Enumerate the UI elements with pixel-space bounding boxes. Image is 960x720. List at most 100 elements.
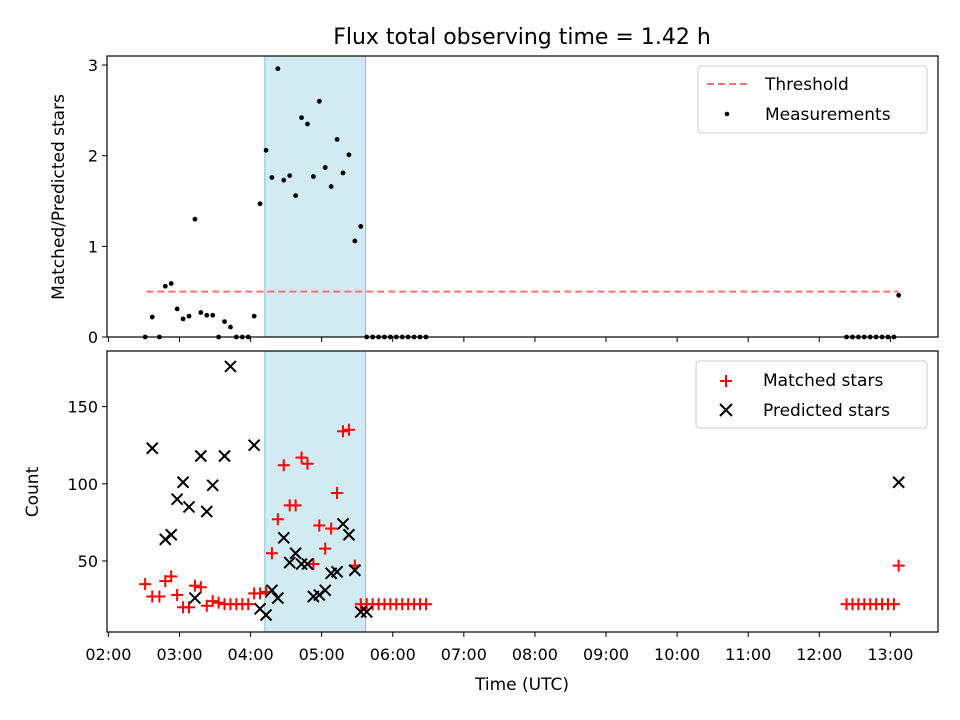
top-y-tick-label: 2 bbox=[88, 147, 98, 166]
x-tick-label: 06:00 bbox=[370, 645, 416, 664]
matched-star-marker bbox=[165, 570, 178, 583]
measurement-point bbox=[310, 174, 316, 179]
matched-star-marker bbox=[212, 596, 225, 609]
bottom-x-ticks: 02:00 03:00 04:00 05:00 06:00 07:00 08:00 09:00… bbox=[85, 632, 913, 664]
matched-star-marker bbox=[337, 425, 350, 438]
matched-star-marker bbox=[277, 459, 290, 472]
chart-title: Flux total observing time = 1.42 h bbox=[333, 25, 711, 50]
predicted-star-marker-b bbox=[170, 493, 184, 506]
x-tick-label: 07:00 bbox=[441, 645, 487, 664]
predicted-star-marker bbox=[200, 505, 213, 518]
top-legend-box bbox=[697, 65, 928, 134]
predicted-star-marker-b bbox=[342, 528, 356, 541]
predicted-star-marker-b bbox=[176, 476, 190, 489]
measurement-point bbox=[305, 121, 310, 127]
bottom-y-tick-label: 150 bbox=[67, 398, 98, 417]
top-y-tick-label: 1 bbox=[88, 237, 98, 256]
matched-star-marker bbox=[206, 595, 219, 608]
predicted-star-marker-b bbox=[336, 517, 350, 531]
predicted-star-marker-b bbox=[259, 608, 273, 622]
matched-star-marker bbox=[171, 588, 184, 601]
predicted-star-marker-b bbox=[301, 557, 314, 571]
predicted-star-marker-b bbox=[200, 505, 213, 518]
predicted-star-marker-b bbox=[277, 531, 290, 545]
matched-star-marker bbox=[331, 487, 344, 500]
predicted-star-marker-b bbox=[182, 500, 196, 514]
measurement-point bbox=[162, 283, 168, 289]
predicted-star-marker-b bbox=[253, 602, 267, 616]
matched-star-marker bbox=[301, 457, 314, 470]
predicted-star-marker bbox=[271, 591, 285, 605]
x-tick-label: 08:00 bbox=[512, 645, 558, 664]
x-tick-label: 02:00 bbox=[85, 645, 131, 664]
x-tick-label: 13:00 bbox=[867, 645, 913, 664]
predicted-star-marker bbox=[301, 557, 314, 571]
measurement-point bbox=[340, 170, 346, 176]
measurement-point bbox=[180, 316, 186, 322]
top-x-ticks bbox=[107, 337, 891, 342]
x-axis-label: Time (UTC) bbox=[474, 675, 569, 695]
predicted-star-marker bbox=[247, 438, 261, 452]
predicted-stars-legend-swatch bbox=[719, 403, 733, 417]
matched-star-marker bbox=[271, 513, 284, 526]
measurement-point bbox=[281, 177, 287, 183]
predicted-star-marker-b bbox=[892, 476, 905, 489]
matched-stars-legend-label: Matched stars bbox=[763, 371, 883, 391]
top-y-ticks: 0 1 2 3 bbox=[88, 56, 107, 347]
observing-interval-shade bbox=[264, 55, 367, 338]
measurement-point bbox=[192, 216, 198, 222]
predicted-star-marker bbox=[360, 605, 373, 619]
bottom-y-tick-label: 100 bbox=[67, 475, 98, 494]
top-panel: 0 1 2 3 Matched/Predicted stars Threshold M… bbox=[49, 55, 939, 347]
bottom-y-tick-label: 50 bbox=[78, 552, 98, 571]
predicted-star-marker bbox=[218, 449, 231, 463]
predicted-star-marker-b bbox=[165, 528, 178, 541]
measurement-point bbox=[269, 175, 275, 180]
predicted-star-marker bbox=[146, 442, 159, 455]
bottom-y-axis-label: Count bbox=[23, 466, 43, 517]
predicted-star-marker-b bbox=[360, 605, 373, 619]
predicted-star-marker bbox=[330, 565, 344, 578]
predicted-star-marker bbox=[165, 528, 178, 541]
predicted-star-marker bbox=[265, 584, 279, 597]
x-tick-label: 03:00 bbox=[156, 645, 202, 664]
bottom-axes-frame bbox=[106, 350, 939, 633]
matched-star-marker bbox=[289, 499, 302, 512]
bottom-data-layer bbox=[139, 360, 905, 622]
measurement-point bbox=[352, 238, 358, 244]
matched-star-marker bbox=[313, 519, 326, 532]
predicted-star-marker bbox=[259, 608, 273, 622]
measurements-legend-label: Measurements bbox=[765, 105, 891, 125]
top-data-layer bbox=[142, 66, 902, 340]
predicted-star-marker-b bbox=[206, 479, 219, 492]
measurement-point bbox=[293, 193, 299, 198]
predicted-star-marker bbox=[348, 564, 362, 577]
matched-star-marker bbox=[887, 598, 900, 611]
top-axes-frame bbox=[106, 55, 939, 338]
matched-star-marker bbox=[242, 598, 255, 611]
predicted-star-marker bbox=[194, 449, 208, 463]
top-shade-layer bbox=[264, 55, 367, 338]
x-tick-label: 04:00 bbox=[228, 645, 274, 664]
predicted-stars-legend-label: Predicted stars bbox=[763, 401, 890, 421]
measurement-point bbox=[149, 314, 155, 320]
measurement-point bbox=[299, 115, 304, 121]
predicted-star-marker-b bbox=[283, 556, 296, 569]
matched-star-marker bbox=[325, 522, 338, 535]
measurement-point bbox=[328, 184, 334, 189]
measurement-point bbox=[222, 319, 227, 324]
matched-star-marker bbox=[188, 579, 201, 592]
predicted-star-marker bbox=[283, 556, 296, 569]
measurement-point bbox=[228, 324, 233, 330]
matched-star-marker bbox=[307, 558, 320, 571]
measurement-point bbox=[287, 173, 293, 179]
measurement-point bbox=[251, 313, 257, 319]
predicted-star-marker-b bbox=[265, 584, 279, 597]
predicted-star-marker bbox=[319, 584, 332, 597]
predicted-star-marker bbox=[176, 476, 190, 489]
top-legend: Threshold Measurements bbox=[697, 65, 928, 134]
predicted-star-marker-b bbox=[146, 442, 159, 455]
top-y-tick-label: 0 bbox=[88, 328, 98, 347]
matched-stars-legend-swatch bbox=[720, 375, 732, 387]
